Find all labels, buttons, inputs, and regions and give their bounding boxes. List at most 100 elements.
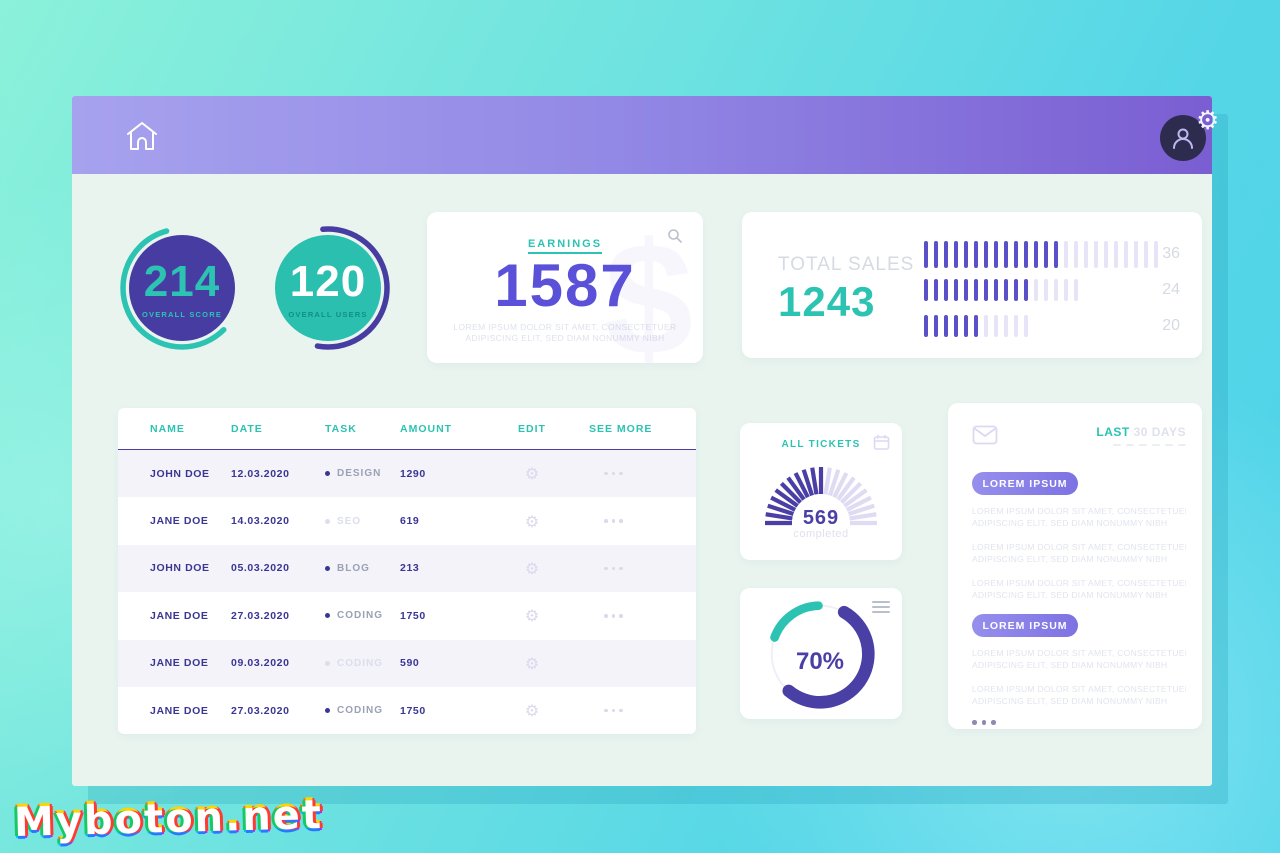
edit-gear-icon[interactable]: ⚙ bbox=[524, 701, 540, 721]
cell-date: 12.03.2020 bbox=[231, 467, 290, 480]
activity-body: LOREM IPSUM LOREM IPSUM DOLOR SIT AMET, C… bbox=[972, 472, 1186, 725]
cell-edit: ⚙ bbox=[498, 701, 566, 720]
total-sales-card: TOTAL SALES 1243 36 24 20 bbox=[742, 212, 1202, 358]
column-header-amount[interactable]: AMOUNT bbox=[400, 422, 453, 435]
tally-tick-light bbox=[1154, 240, 1158, 268]
earnings-card: $ EARNINGS 1587 LOREM IPSUM DOLOR SIT AM… bbox=[427, 212, 703, 363]
lorem-ipsum-button[interactable]: LOREM IPSUM bbox=[972, 614, 1078, 637]
activity-paragraph: LOREM IPSUM DOLOR SIT AMET, CONSECTETUER… bbox=[972, 648, 1186, 670]
cell-amount: 1750 bbox=[400, 609, 426, 622]
gauge-tick-filled bbox=[786, 476, 806, 501]
more-dot bbox=[619, 471, 623, 476]
cell-see-more[interactable] bbox=[566, 614, 696, 618]
column-header-task[interactable]: TASK bbox=[325, 422, 357, 435]
overall-users-widget[interactable]: 120 OVERALL USERS bbox=[266, 226, 390, 350]
more-dot bbox=[619, 566, 623, 571]
gauge-tick-light bbox=[847, 503, 875, 517]
lorem-ipsum-button[interactable]: LOREM IPSUM bbox=[972, 472, 1078, 495]
column-header-edit[interactable]: EDIT bbox=[518, 422, 546, 435]
mail-icon[interactable] bbox=[972, 425, 998, 450]
cell-edit: ⚙ bbox=[498, 654, 566, 673]
tally-tick-filled bbox=[994, 279, 998, 301]
table-row[interactable]: JANE DOE 14.03.2020 SEO 619 ⚙ bbox=[118, 497, 696, 544]
table-row[interactable]: JANE DOE 09.03.2020 CODING 590 ⚙ bbox=[118, 639, 696, 687]
sales-tally-row: 20 bbox=[924, 308, 1180, 344]
sales-tally-row: 36 bbox=[924, 236, 1180, 272]
tally-tick-light bbox=[1064, 279, 1068, 301]
calendar-icon[interactable] bbox=[873, 434, 890, 456]
cell-edit: ⚙ bbox=[498, 464, 566, 483]
tally-tick-filled bbox=[984, 279, 988, 301]
table-row[interactable]: JANE DOE 27.03.2020 CODING 1750 ⚙ bbox=[118, 592, 696, 639]
tally-tick-light bbox=[1074, 279, 1078, 301]
user-avatar[interactable] bbox=[1160, 115, 1206, 161]
tickets-gauge bbox=[765, 467, 877, 526]
cell-task: CODING bbox=[325, 705, 400, 716]
cell-date: 14.03.2020 bbox=[231, 515, 290, 528]
column-header-date[interactable]: DATE bbox=[231, 422, 263, 435]
overall-score-widget[interactable]: 214 OVERALL SCORE bbox=[120, 226, 244, 350]
table-header-row: NAME DATE TASK AMOUNT EDIT SEE MORE bbox=[118, 408, 696, 450]
tally-tick-light bbox=[1134, 240, 1138, 268]
tally-tick-filled bbox=[1054, 240, 1058, 268]
tally-tick-filled bbox=[994, 240, 998, 268]
edit-gear-icon[interactable]: ⚙ bbox=[524, 464, 540, 484]
menu-icon[interactable] bbox=[872, 598, 890, 616]
tally-tick-light bbox=[1014, 315, 1018, 337]
tally-tick-filled bbox=[974, 240, 978, 268]
task-bullet bbox=[325, 660, 330, 666]
tally-tick-filled bbox=[1004, 240, 1008, 268]
cell-name: JANE DOE bbox=[150, 609, 209, 622]
more-dot bbox=[619, 519, 623, 523]
tally-tick-filled bbox=[944, 315, 948, 337]
overall-users-label: OVERALL USERS bbox=[288, 310, 368, 319]
tally-tick-filled bbox=[944, 279, 948, 301]
gauge-tick-filled bbox=[770, 495, 797, 512]
gauge-tick-filled bbox=[765, 512, 793, 521]
edit-gear-icon[interactable]: ⚙ bbox=[524, 653, 540, 673]
cell-name: JANE DOE bbox=[150, 657, 209, 670]
settings-gear-icon[interactable]: ⚙ bbox=[1196, 106, 1220, 136]
tally-tick-filled bbox=[1024, 279, 1028, 301]
cell-see-more[interactable] bbox=[566, 708, 696, 713]
cell-see-more[interactable] bbox=[566, 519, 696, 523]
cell-amount: 1750 bbox=[400, 704, 426, 717]
cell-see-more[interactable] bbox=[566, 566, 696, 571]
cell-see-more[interactable] bbox=[566, 471, 696, 476]
edit-gear-icon[interactable]: ⚙ bbox=[524, 511, 540, 531]
cell-date: 09.03.2020 bbox=[231, 657, 290, 670]
table-row[interactable]: JANE DOE 27.03.2020 CODING 1750 ⚙ bbox=[118, 687, 696, 734]
cell-amount: 619 bbox=[400, 515, 420, 528]
tally-tick-filled bbox=[1004, 279, 1008, 301]
tally-tick-filled bbox=[954, 315, 958, 337]
search-icon[interactable] bbox=[667, 228, 683, 249]
tally-tick-filled bbox=[964, 315, 968, 337]
gauge-tick-filled bbox=[767, 503, 795, 517]
home-icon[interactable] bbox=[124, 118, 160, 154]
tally-tick-filled bbox=[944, 240, 948, 268]
all-tickets-card: ALL TICKETS 569 completed bbox=[740, 423, 902, 560]
task-label: CODING bbox=[337, 610, 383, 622]
edit-gear-icon[interactable]: ⚙ bbox=[524, 558, 540, 578]
cell-date: 27.03.2020 bbox=[231, 704, 290, 717]
activity-more-dots[interactable] bbox=[972, 720, 1186, 725]
table-row[interactable]: JOHN DOE 05.03.2020 BLOG 213 ⚙ bbox=[118, 544, 696, 593]
table-row[interactable]: JOHN DOE 12.03.2020 DESIGN 1290 ⚙ bbox=[118, 450, 696, 498]
earnings-value: 1587 bbox=[494, 252, 636, 319]
task-bullet bbox=[325, 565, 330, 571]
column-header-name[interactable]: NAME bbox=[150, 422, 185, 435]
activity-paragraph: LOREM IPSUM DOLOR SIT AMET, CONSECTETUER… bbox=[972, 506, 1186, 528]
gauge-tick-light bbox=[845, 495, 872, 512]
activity-paragraph: LOREM IPSUM DOLOR SIT AMET, CONSECTETUER… bbox=[972, 578, 1186, 600]
task-bullet bbox=[325, 613, 330, 619]
tally-tick-light bbox=[1004, 315, 1008, 337]
gauge-tick-light bbox=[832, 472, 849, 499]
column-header-see-more[interactable]: SEE MORE bbox=[589, 422, 653, 435]
edit-gear-icon[interactable]: ⚙ bbox=[524, 606, 540, 626]
overall-users-value: 120 bbox=[289, 257, 367, 306]
cell-date: 27.03.2020 bbox=[231, 609, 290, 622]
more-dot bbox=[611, 566, 615, 571]
more-dot bbox=[604, 519, 608, 523]
tally-tick-light bbox=[1034, 279, 1038, 301]
total-sales-value: 1243 bbox=[778, 278, 876, 325]
